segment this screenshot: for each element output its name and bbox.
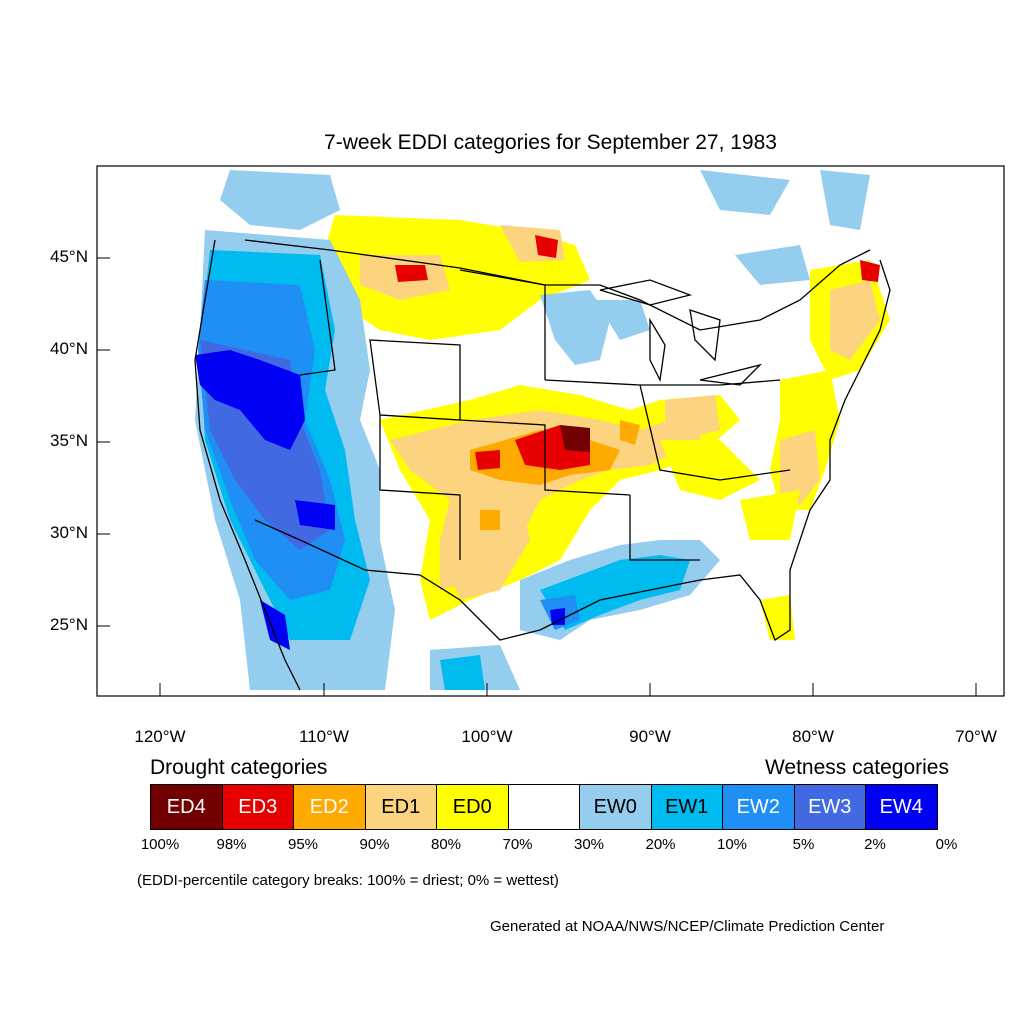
legend-percent-break: 2% — [864, 836, 886, 853]
dry-region-ohio-ed1 — [665, 395, 720, 440]
lake-huron — [689, 309, 721, 362]
dry-region-carolina — [740, 490, 800, 540]
dry-region-maine-ed3 — [860, 260, 880, 282]
legend-percent-break: 95% — [287, 836, 319, 853]
dry-region-texas-ed1 — [445, 495, 530, 600]
legend-percent-break: 90% — [359, 836, 390, 853]
legend-box-ed1: ED1 — [364, 784, 437, 830]
wet-region-mexico-ew1 — [440, 655, 485, 690]
dry-region-texas-ed2 — [480, 510, 500, 530]
legend-percent-break: 100% — [140, 836, 180, 853]
state-line-4 — [379, 415, 461, 560]
legend-box-ew0: EW0 — [579, 784, 652, 830]
longitude-label: 80°W — [792, 727, 834, 746]
legend-box-ed3: ED3 — [221, 784, 294, 830]
legend-box-ed2: ED2 — [293, 784, 366, 830]
longitude-label: 90°W — [629, 727, 671, 746]
dry-region-kansas-ed4 — [560, 425, 590, 452]
dry-region-florida — [760, 595, 795, 640]
lake-michigan — [649, 317, 666, 383]
latitude-label: 25°N — [50, 615, 88, 634]
state-line-7 — [544, 379, 781, 386]
legend-percent-break: 5% — [792, 836, 815, 853]
state-line-3 — [459, 269, 546, 380]
dry-region-illinois — [620, 420, 640, 445]
severe-dry-superior — [535, 235, 558, 258]
border-mexico — [254, 519, 541, 641]
wet-region-canada-east — [700, 170, 790, 215]
wet-region-minnesota — [540, 290, 610, 365]
longitude-ticks — [159, 683, 977, 696]
legend-box-ed0: ED0 — [436, 784, 509, 830]
legend-box-ew4: EW4 — [865, 784, 938, 830]
coastline-west — [194, 239, 301, 691]
wet-region-northeast-top — [820, 170, 870, 230]
severe-dry-montana — [395, 265, 428, 282]
legend-box-ew2: EW2 — [722, 784, 795, 830]
drought-categories-heading: Drought categories — [150, 756, 328, 779]
state-line-8 — [639, 384, 791, 481]
legend-percent-break: 70% — [502, 836, 533, 853]
border-canada — [244, 239, 871, 331]
legend-percent-break: 80% — [430, 836, 462, 853]
legend-colorbar: ED4 ED3 ED2 ED1 ED0 EW0 EW1 EW2 EW3 EW4 — [150, 784, 938, 830]
map-fill-layer — [195, 170, 890, 690]
map-frame — [96, 165, 1005, 697]
legend-percent-break: 20% — [645, 836, 676, 853]
coastline-gulf — [539, 259, 891, 641]
dry-region-ohio-valley — [660, 440, 760, 500]
legend-percent-break: 10% — [716, 836, 748, 853]
category-note: (EDDI-percentile category breaks: 100% =… — [137, 872, 559, 889]
credit-text: Generated at NOAA/NWS/NCEP/Climate Predi… — [490, 918, 885, 935]
wet-region-baja-ew4 — [260, 600, 290, 650]
latitude-label: 40°N — [50, 339, 88, 358]
legend-percent-break: 0% — [935, 836, 958, 853]
longitude-label: 120°W — [134, 727, 186, 746]
map-title: 7-week EDDI categories for September 27,… — [324, 131, 777, 154]
wet-region-canada-west — [220, 170, 340, 230]
state-line-1 — [299, 259, 336, 376]
longitude-label: 100°W — [461, 727, 513, 746]
dry-region-kansas-west-ed3 — [475, 450, 500, 470]
legend-box-neutral — [507, 784, 580, 830]
dry-region-east-coast-ed1 — [780, 430, 820, 505]
latitude-label: 45°N — [50, 247, 88, 266]
lake-superior — [599, 279, 693, 306]
wet-region-ontario — [735, 245, 810, 285]
longitude-label: 70°W — [955, 727, 997, 746]
wet-region-west-ew4 — [195, 350, 305, 450]
longitude-label: 110°W — [299, 727, 349, 746]
legend-box-ew1: EW1 — [650, 784, 723, 830]
legend-box-ew3: EW3 — [793, 784, 866, 830]
map-boundaries — [194, 239, 891, 691]
latitude-label: 30°N — [50, 523, 88, 542]
latitude-label: 35°N — [50, 431, 88, 450]
legend-percent-break: 98% — [216, 836, 247, 853]
state-line-5 — [459, 419, 631, 496]
wet-region-gulf-ew4 — [550, 608, 565, 625]
wetness-categories-heading: Wetness categories — [764, 756, 949, 779]
latitude-ticks — [97, 257, 110, 627]
state-line-6 — [629, 495, 700, 561]
wet-region-arizona-ew3 — [295, 500, 335, 530]
legend-box-ed4: ED4 — [150, 784, 223, 830]
lake-erie — [699, 363, 763, 386]
dry-region-new-england-ed1 — [830, 280, 880, 360]
wet-region-wisconsin — [595, 300, 650, 340]
legend-percent-break: 30% — [573, 836, 605, 853]
